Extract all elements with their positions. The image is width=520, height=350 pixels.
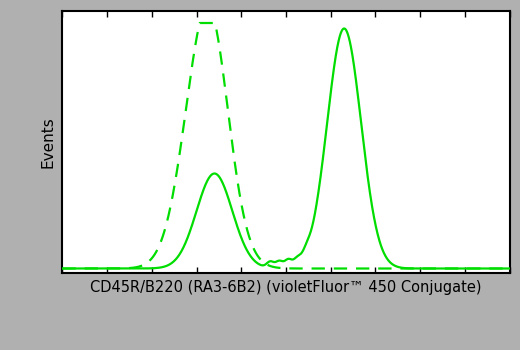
X-axis label: CD45R/B220 (RA3-6B2) (violetFluor™ 450 Conjugate): CD45R/B220 (RA3-6B2) (violetFluor™ 450 C… (90, 280, 482, 295)
Y-axis label: Events: Events (41, 116, 56, 168)
